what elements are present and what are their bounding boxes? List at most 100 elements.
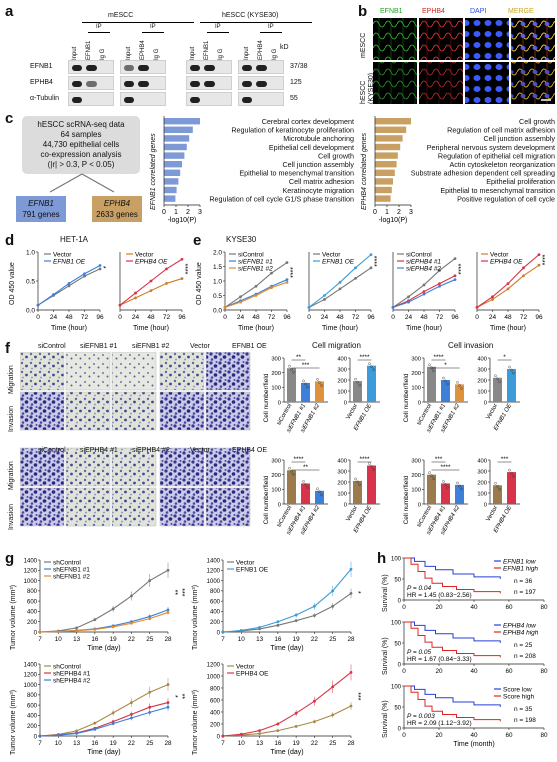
f-chart-1-sig-0: ****: [359, 354, 370, 361]
d-xlabel-0: Time (hour): [51, 325, 87, 332]
g-plot-2-xticklabel-5: 22: [128, 740, 136, 747]
g-plot-2-yticklabel-7: 1400: [24, 662, 38, 668]
e-plot-0-sig: ****: [286, 267, 293, 278]
g-plot-2-yticklabel-2: 400: [27, 714, 38, 720]
g-plot-3-legend-1: EPHB4 OE: [236, 671, 269, 678]
e-plot-0-point-2-3: [270, 286, 273, 289]
d-plot-1-point-0-3: [165, 282, 168, 285]
h-plot-0-curve-1: [404, 557, 501, 594]
g-plot-0-xticklabel-7: 28: [164, 636, 172, 643]
ephb4-go-term-0: Cell growth: [519, 117, 555, 126]
h-plot-2-hr: HR = 2.09 (1.12−3.92): [407, 720, 472, 727]
g-plot-0-point-2-1: [56, 630, 60, 633]
h-plot-2-n-low: n = 35: [514, 706, 533, 713]
f-chart-3-cat-0: Vector: [486, 403, 500, 421]
f-chart-5-bar-0: [353, 480, 362, 504]
g-plot-0-point-0-3: [93, 618, 97, 622]
e-plot-0-yticklabel-1: 0.5: [213, 293, 222, 300]
g-plot-3-xticklabel-2: 13: [256, 740, 264, 747]
f-chart-0-dot-1-2: [306, 385, 309, 389]
h-plot-1-xticklabel-2: 40: [470, 668, 478, 675]
micrograph-r0-c0: [20, 352, 65, 391]
d-plot-1-point-1-4: [180, 257, 184, 261]
e-plot-2-point-2-4: [453, 278, 457, 282]
f-chart-3-dot-1-2: [512, 371, 515, 375]
e-xlabel-2: Time (hour): [406, 325, 442, 332]
f-chart-4-bar-2: [315, 490, 324, 504]
g-plot-1-point-1-6: [331, 589, 335, 593]
d-plot-1-xticklabel-0: 0: [118, 314, 122, 321]
f-chart-4-yticklabel-1: 100: [271, 488, 281, 494]
ephb4-go-term-3: Peripheral nervous system development: [427, 143, 555, 152]
g-plot-2-legend-0: shControl: [53, 664, 81, 671]
lane-input-4: Input: [244, 46, 250, 60]
g-plot-3-series-1: [222, 671, 352, 737]
panel-c-coexpression: hESCC scRNA-seq data 64 samples 44,730 e…: [0, 112, 557, 230]
channel-ephb4: EPHB4: [422, 8, 445, 15]
h-plot-0-n-low: n = 36: [514, 578, 533, 585]
ephb4-go-term-5: Actin cytoskeleton reorganization: [450, 160, 555, 169]
g-plot-1-point-0-5: [313, 614, 316, 617]
h-plot-2-curve-1: [404, 685, 501, 722]
e-plot-0-legend-2: siEFNB1 #2: [238, 266, 273, 273]
e-plot-0-xticklabel-1: 24: [237, 314, 245, 321]
f-chart-2-dot-2-0: [456, 381, 459, 384]
micrograph-r0-c3: [159, 352, 205, 391]
g-plot-3-xlabel: Time (day): [270, 749, 303, 756]
f-chart-2-bar-0: [427, 366, 436, 402]
box-line-2: 64 samples: [60, 130, 102, 139]
d-plot-1-sig: ****: [181, 263, 188, 274]
f-chart-0-dot-1-1: [304, 382, 307, 386]
d-plot-0-yticklabel-1: 0.5: [26, 279, 35, 286]
f-chart-3-dot-1-0: [508, 365, 511, 369]
f-chart-1-yticklabel-1: 100: [337, 389, 347, 395]
ephb4-go-bar-2: [375, 135, 403, 142]
d-plot-1-xticklabel-3: 72: [163, 314, 171, 321]
e-plot-2-xticklabel-1: 24: [405, 314, 413, 321]
lane-igg-3: Ig G: [218, 48, 224, 60]
group2-title: hESCC (KYSE30): [222, 12, 279, 19]
g-plot-0-sig-1: ***: [178, 588, 185, 596]
f-chart-3-dot-0-2: [498, 380, 501, 384]
e-plot-1-xticklabel-3: 72: [352, 314, 360, 321]
transwell-micrograph-grid: [20, 352, 251, 527]
h-plot-1-n-low: n = 25: [514, 642, 533, 649]
f-header2-vector: Vector: [190, 447, 210, 454]
f-header-siefnb1-2: siEFNB1 #2: [132, 343, 170, 350]
h-plot-1-yticklabel-2: 100: [391, 620, 402, 626]
g-plot-1-xticklabel-5: 22: [311, 636, 319, 643]
g-plot-0-xticklabel-3: 16: [91, 636, 99, 643]
micrograph-r2-c4: [205, 447, 251, 487]
e-plot-2-xticklabel-2: 48: [420, 314, 428, 321]
e-plot-3-point-1-0: [475, 305, 479, 309]
panel-h-ylabel-2: Survival (%): [382, 637, 389, 675]
e-plot-1-xticklabel-0: 0: [307, 314, 311, 321]
row-label-tubulin: α-Tubulin: [30, 95, 60, 102]
e-plot-0-point-2-2: [254, 294, 258, 297]
f-chart-2-bar-1: [441, 380, 450, 402]
h-plot-0-n-high: n = 197: [514, 589, 536, 596]
e-plot-3-sig: ****: [538, 254, 545, 265]
g-plot-0-point-2-2: [75, 629, 78, 633]
ephb4-go-bar-9: [375, 195, 391, 202]
e-plot-3-point-1-2: [506, 282, 510, 286]
f-chart-1-bar-0: [353, 381, 362, 402]
e-plot-1-legend-1: EFNB1 OE: [322, 259, 355, 266]
h-plot-2-yticklabel-1: 50: [394, 705, 401, 711]
f-chart-3-dot-0-1: [496, 377, 499, 381]
f-chart-7-bar-0: [493, 485, 502, 504]
g-plot-3-xticklabel-1: 10: [238, 740, 246, 747]
h-plot-0-hr: HR = 1.45 (0.83−2.56): [407, 592, 472, 599]
e-plot-2-point-2-3: [438, 284, 441, 288]
f-chart-3-bar-0: [493, 377, 502, 402]
g-plot-2-point-2-3: [93, 727, 97, 731]
d-plot-0-point-1-2: [67, 282, 71, 285]
h-plot-1-curve-0: [404, 621, 501, 643]
lane-igg-1: Ig G: [100, 48, 106, 60]
f-chart-5-yticklabel-3: 300: [337, 469, 347, 475]
g-plot-2-point-0-7: [166, 683, 170, 686]
h-plot-1-pvalue: P = 0.05: [407, 649, 432, 656]
d-plot-1-point-0-4: [180, 277, 184, 280]
g-plot-2-sig-0: *: [171, 695, 178, 698]
